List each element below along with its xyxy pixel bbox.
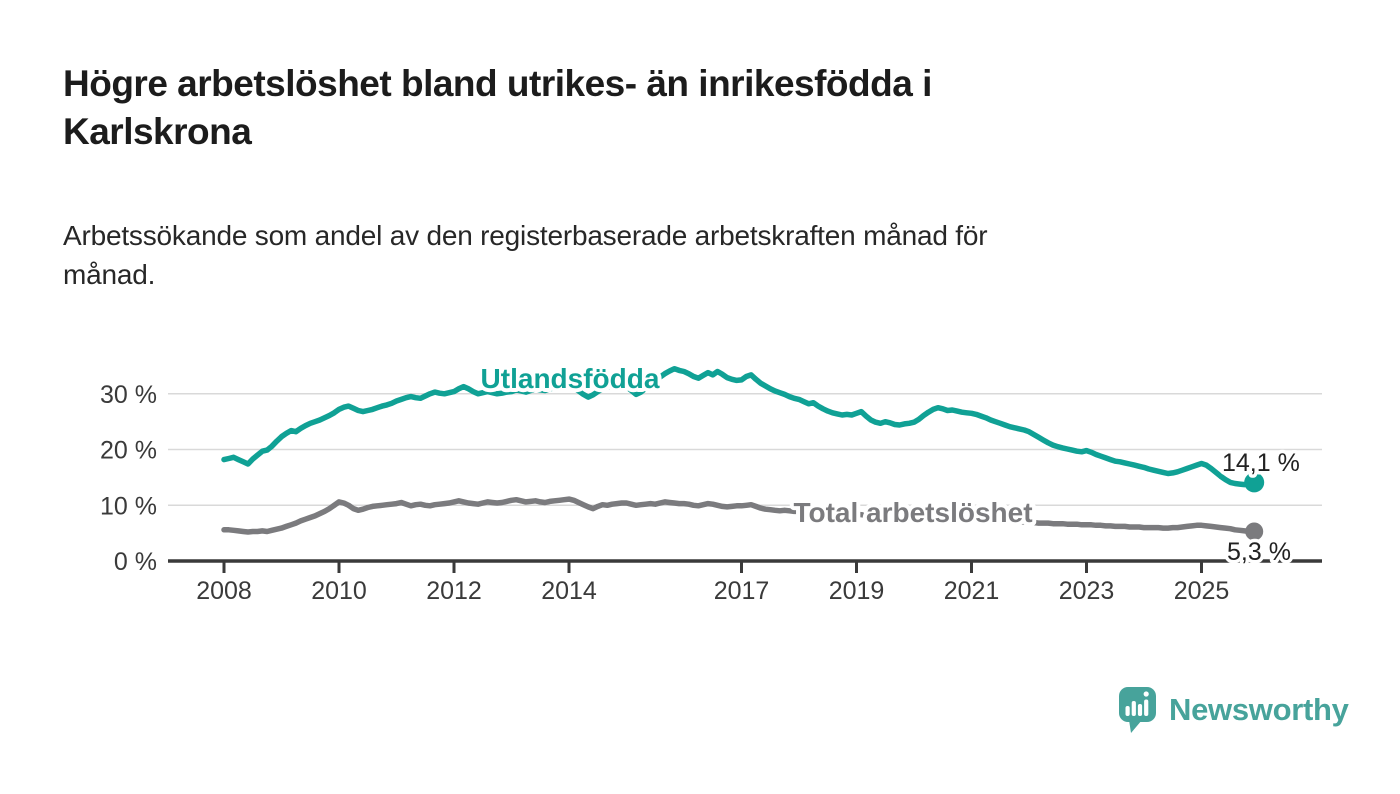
utlandsfodda-series-label: Utlandsfödda bbox=[481, 363, 660, 394]
x-axis-labels: 2008 2010 2012 2014 2017 2019 2021 2023 2025 bbox=[196, 577, 1229, 605]
x-axis-label: 2019 bbox=[829, 577, 885, 605]
utlandsfodda-line bbox=[221, 365, 1257, 488]
newsworthy-logo-text: Newsworthy bbox=[1169, 692, 1349, 727]
title-line-1: Högre arbetslöshet bland utrikes- än inr… bbox=[63, 63, 932, 104]
x-axis-label: 2010 bbox=[311, 577, 367, 605]
utlandsfodda-end-dot bbox=[1244, 472, 1265, 493]
y-axis-label: 0 % bbox=[114, 548, 157, 576]
x-axis-label: 2017 bbox=[714, 577, 770, 605]
x-axis-ticks bbox=[222, 562, 1203, 573]
total-arbetsloshet-line bbox=[221, 496, 1257, 535]
utlandsfodda-value-label: 14,1 % bbox=[1222, 449, 1300, 477]
y-axis-labels: 0 % 10 % 20 % 30 % bbox=[100, 381, 157, 576]
subtitle-line-2: månad. bbox=[63, 259, 156, 290]
y-axis-label: 30 % bbox=[100, 381, 157, 409]
total-arbetsloshet-end-dot bbox=[1245, 522, 1264, 541]
x-axis-label: 2021 bbox=[944, 577, 1000, 605]
x-axis-label: 2008 bbox=[196, 577, 252, 605]
chart-subtitle: Arbetssökande som andel av den registerb… bbox=[63, 216, 1263, 294]
y-axis-label: 20 % bbox=[100, 437, 157, 465]
page-title: Högre arbetslöshet bland utrikes- än inr… bbox=[63, 60, 1223, 156]
total-arbetsloshet-series-label: Total arbetslöshet bbox=[793, 497, 1032, 528]
x-axis-label: 2012 bbox=[426, 577, 482, 605]
x-axis-label: 2025 bbox=[1174, 577, 1230, 605]
x-axis-label: 2023 bbox=[1059, 577, 1115, 605]
subtitle-line-1: Arbetssökande som andel av den registerb… bbox=[63, 220, 988, 251]
x-axis-label: 2014 bbox=[541, 577, 597, 605]
newsworthy-logo-icon bbox=[1119, 687, 1156, 733]
y-axis-label: 10 % bbox=[100, 492, 157, 520]
total-arbetsloshet-value-label: 5,3 % bbox=[1227, 538, 1291, 566]
title-line-2: Karlskrona bbox=[63, 111, 252, 152]
newsworthy-logo: Newsworthy bbox=[1117, 686, 1349, 734]
